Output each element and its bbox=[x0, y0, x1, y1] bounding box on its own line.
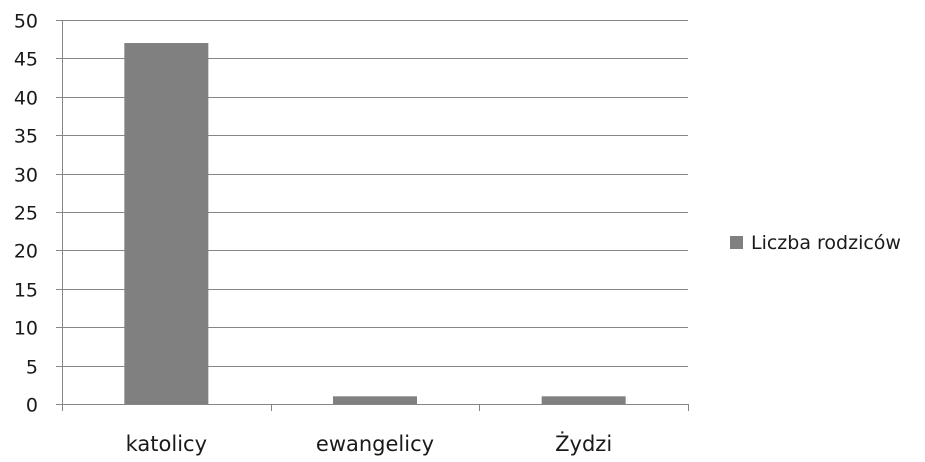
legend-label: Liczba rodziców bbox=[751, 232, 901, 254]
x-tick-label: katolicy bbox=[126, 432, 207, 456]
y-tick-label: 35 bbox=[14, 126, 38, 148]
y-tick-label: 0 bbox=[26, 395, 38, 417]
legend-swatch bbox=[730, 236, 743, 249]
y-tick-label: 30 bbox=[14, 165, 38, 187]
y-tick-label: 10 bbox=[14, 318, 38, 340]
axes bbox=[56, 20, 689, 411]
y-tick-label: 40 bbox=[14, 88, 38, 110]
y-tick-label: 50 bbox=[14, 11, 38, 33]
bars bbox=[124, 43, 626, 404]
bar-ewangelicy bbox=[333, 396, 417, 404]
legend: Liczba rodziców bbox=[730, 232, 901, 254]
y-tick-label: 25 bbox=[14, 203, 38, 225]
bar-Żydzi bbox=[541, 396, 626, 404]
y-tick-label: 45 bbox=[14, 49, 38, 71]
y-tick-label: 15 bbox=[14, 280, 38, 302]
bar-katolicy bbox=[124, 43, 209, 404]
y-tick-label: 5 bbox=[26, 357, 38, 379]
x-tick-labels: katolicy ewangelicy Żydzi bbox=[126, 431, 613, 456]
y-tick-labels: 0 5 10 15 20 25 30 35 40 45 50 bbox=[14, 11, 38, 417]
x-tick-label: Żydzi bbox=[555, 431, 612, 456]
x-tick-label: ewangelicy bbox=[316, 432, 434, 456]
y-tick-label: 20 bbox=[14, 241, 38, 263]
